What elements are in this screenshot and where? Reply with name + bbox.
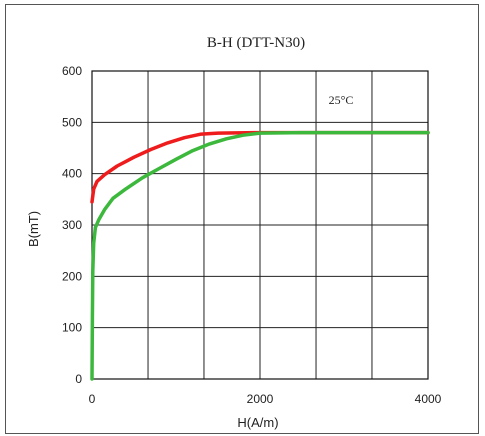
series-line-2 — [90, 130, 430, 381]
series-group — [90, 130, 430, 381]
x-tick-label: 4000 — [415, 392, 442, 406]
plot-border — [91, 70, 429, 380]
chart-title: B-H (DTT-N30) — [207, 35, 305, 51]
y-tick-label: 100 — [62, 321, 82, 335]
grid — [91, 70, 429, 380]
x-tick-labels: 0 2000 4000 — [89, 392, 442, 406]
chart-frame: B-H (DTT-N30) 0 100 200 300 400 500 600 0 2000 4… — [5, 4, 479, 434]
y-tick-label: 200 — [62, 269, 82, 283]
temperature-annotation: 25°C — [329, 93, 354, 107]
y-tick-label: 500 — [62, 115, 82, 129]
x-tick-label: 2000 — [247, 392, 274, 406]
x-tick-label: 0 — [89, 392, 96, 406]
y-axis-label: B(mT) — [26, 211, 41, 247]
y-tick-label: 0 — [75, 372, 82, 386]
y-tick-label: 600 — [62, 64, 82, 78]
y-tick-label: 400 — [62, 167, 82, 181]
y-tick-label: 300 — [62, 218, 82, 232]
x-axis-label: H(A/m) — [237, 415, 278, 430]
bh-chart: B-H (DTT-N30) 0 100 200 300 400 500 600 0 2000 4… — [26, 35, 442, 430]
y-tick-labels: 0 100 200 300 400 500 600 — [62, 64, 82, 386]
